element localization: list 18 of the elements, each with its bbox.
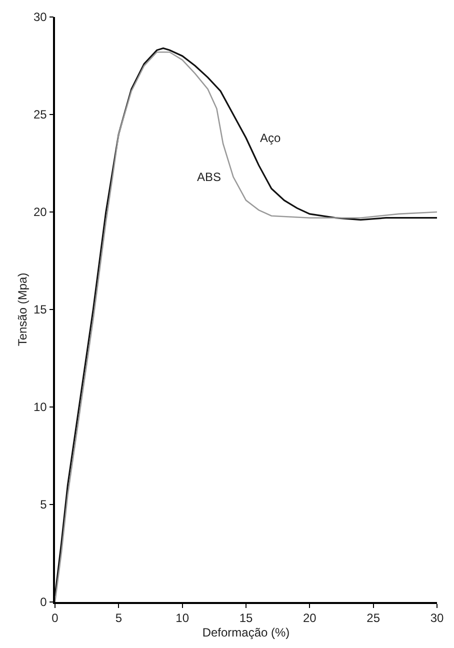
x-tick-label: 5 (115, 611, 122, 626)
x-tick-label: 0 (52, 611, 59, 626)
x-tick-label: 15 (239, 611, 253, 626)
y-tick-label: 15 (33, 302, 48, 317)
x-tick-label: 25 (366, 611, 380, 626)
series-label: Aço (260, 131, 282, 145)
y-tick-label: 25 (33, 108, 48, 122)
x-axis-title: Deformação (%) (202, 626, 290, 640)
x-tick-label: 20 (302, 611, 317, 626)
y-tick-label: 10 (33, 400, 48, 414)
x-tick-label: 30 (430, 611, 444, 626)
y-axis-title: Tensão (Mpa) (15, 272, 30, 346)
series-label: ABS (197, 170, 222, 184)
y-tick-label: 0 (40, 595, 48, 610)
x-tick-label: 10 (176, 611, 190, 626)
y-tick-label: 30 (33, 10, 48, 24)
y-tick-label: 20 (33, 205, 48, 220)
y-tick-label: 5 (40, 498, 48, 512)
